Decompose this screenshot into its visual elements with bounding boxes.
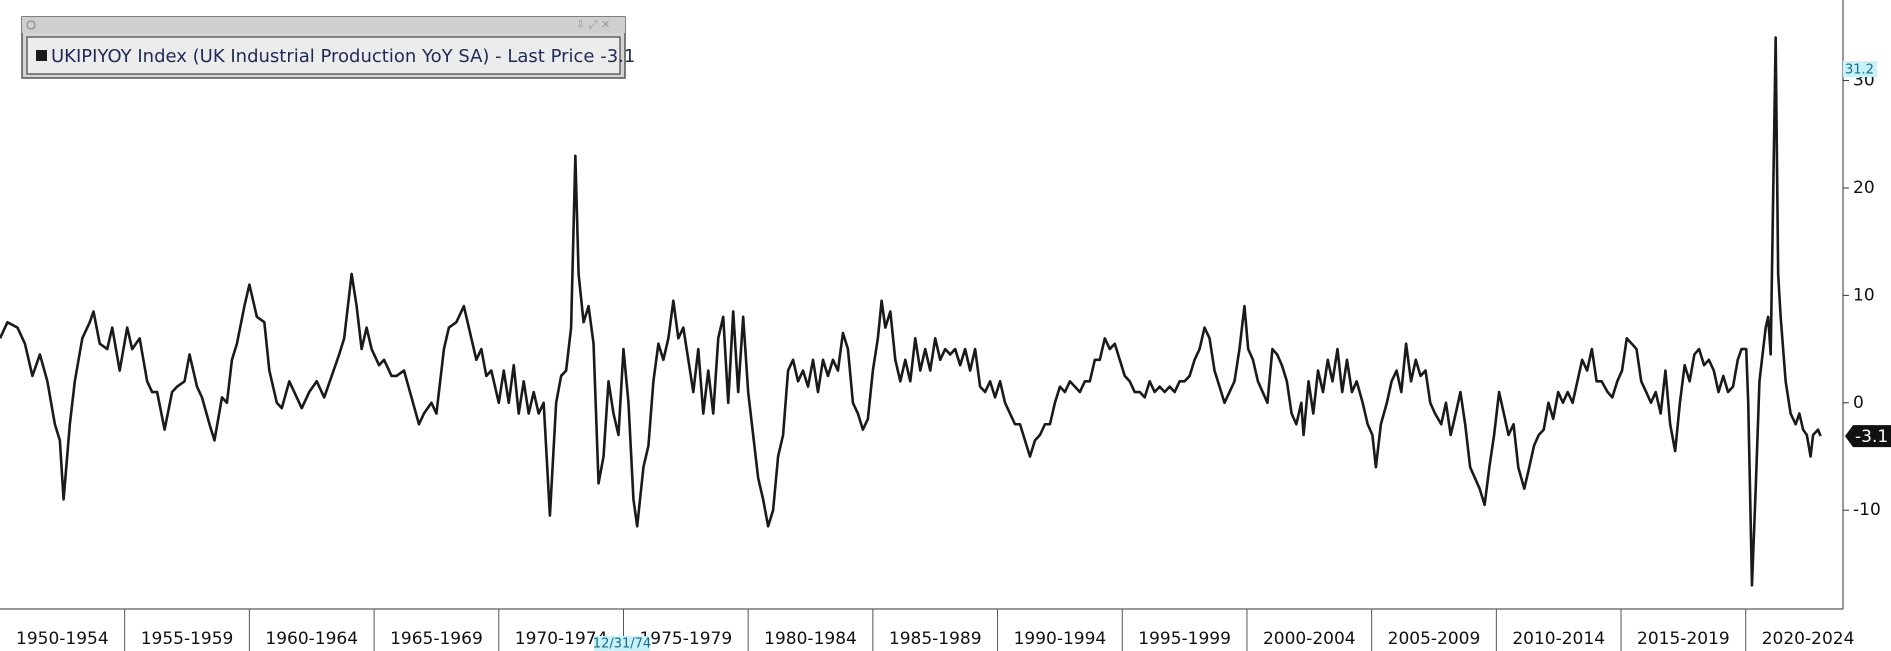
gear-icon[interactable] (26, 20, 36, 30)
x-tick-label: 1975-1979 (639, 629, 732, 649)
legend-titlebar (22, 17, 625, 33)
x-tick-label: 1960-1964 (265, 629, 358, 649)
x-tick-label: 2015-2019 (1637, 629, 1730, 649)
cursor-date-bg (594, 636, 650, 651)
x-tick-label: 2000-2004 (1263, 629, 1356, 649)
y-tick-label: 10 (1853, 285, 1875, 305)
x-tick-label: 1985-1989 (889, 629, 982, 649)
x-tick-label: 1980-1984 (764, 629, 857, 649)
x-tick-label: 2020-2024 (1762, 629, 1855, 649)
legend-inner (26, 36, 621, 75)
high-tag-bg (1843, 61, 1877, 77)
x-tick-label: 2010-2014 (1512, 629, 1605, 649)
legend-swatch (36, 50, 47, 61)
y-tick-label: 20 (1853, 178, 1875, 198)
legend-text: UKIPIYOY Index (UK Industrial Production… (51, 46, 635, 67)
y-tick-label: -10 (1853, 500, 1881, 520)
last-value-tag (1845, 425, 1891, 448)
x-tick-label: 1995-1999 (1138, 629, 1231, 649)
x-tick-label: 1990-1994 (1014, 629, 1107, 649)
window-buttons[interactable]: ⇩ ⤢ ✕ (576, 18, 610, 31)
x-tick-label: 1955-1959 (141, 629, 234, 649)
high-tag: 31.2 (1845, 63, 1874, 78)
x-tick-label: 2005-2009 (1388, 629, 1481, 649)
x-tick-label: 1970-1974 (515, 629, 608, 649)
data-line (0, 36, 1822, 587)
y-tick-label: 0 (1853, 393, 1864, 413)
x-tick-label: 1965-1969 (390, 629, 483, 649)
x-tick-label: 1950-1954 (16, 629, 109, 649)
last-value-label: -3.1 (1855, 427, 1888, 447)
cursor-date: 12/31/74 (593, 637, 651, 651)
legend-box: ⇩ ⤢ ✕ UKIPIYOY Index (UK Industrial Prod… (21, 16, 635, 79)
